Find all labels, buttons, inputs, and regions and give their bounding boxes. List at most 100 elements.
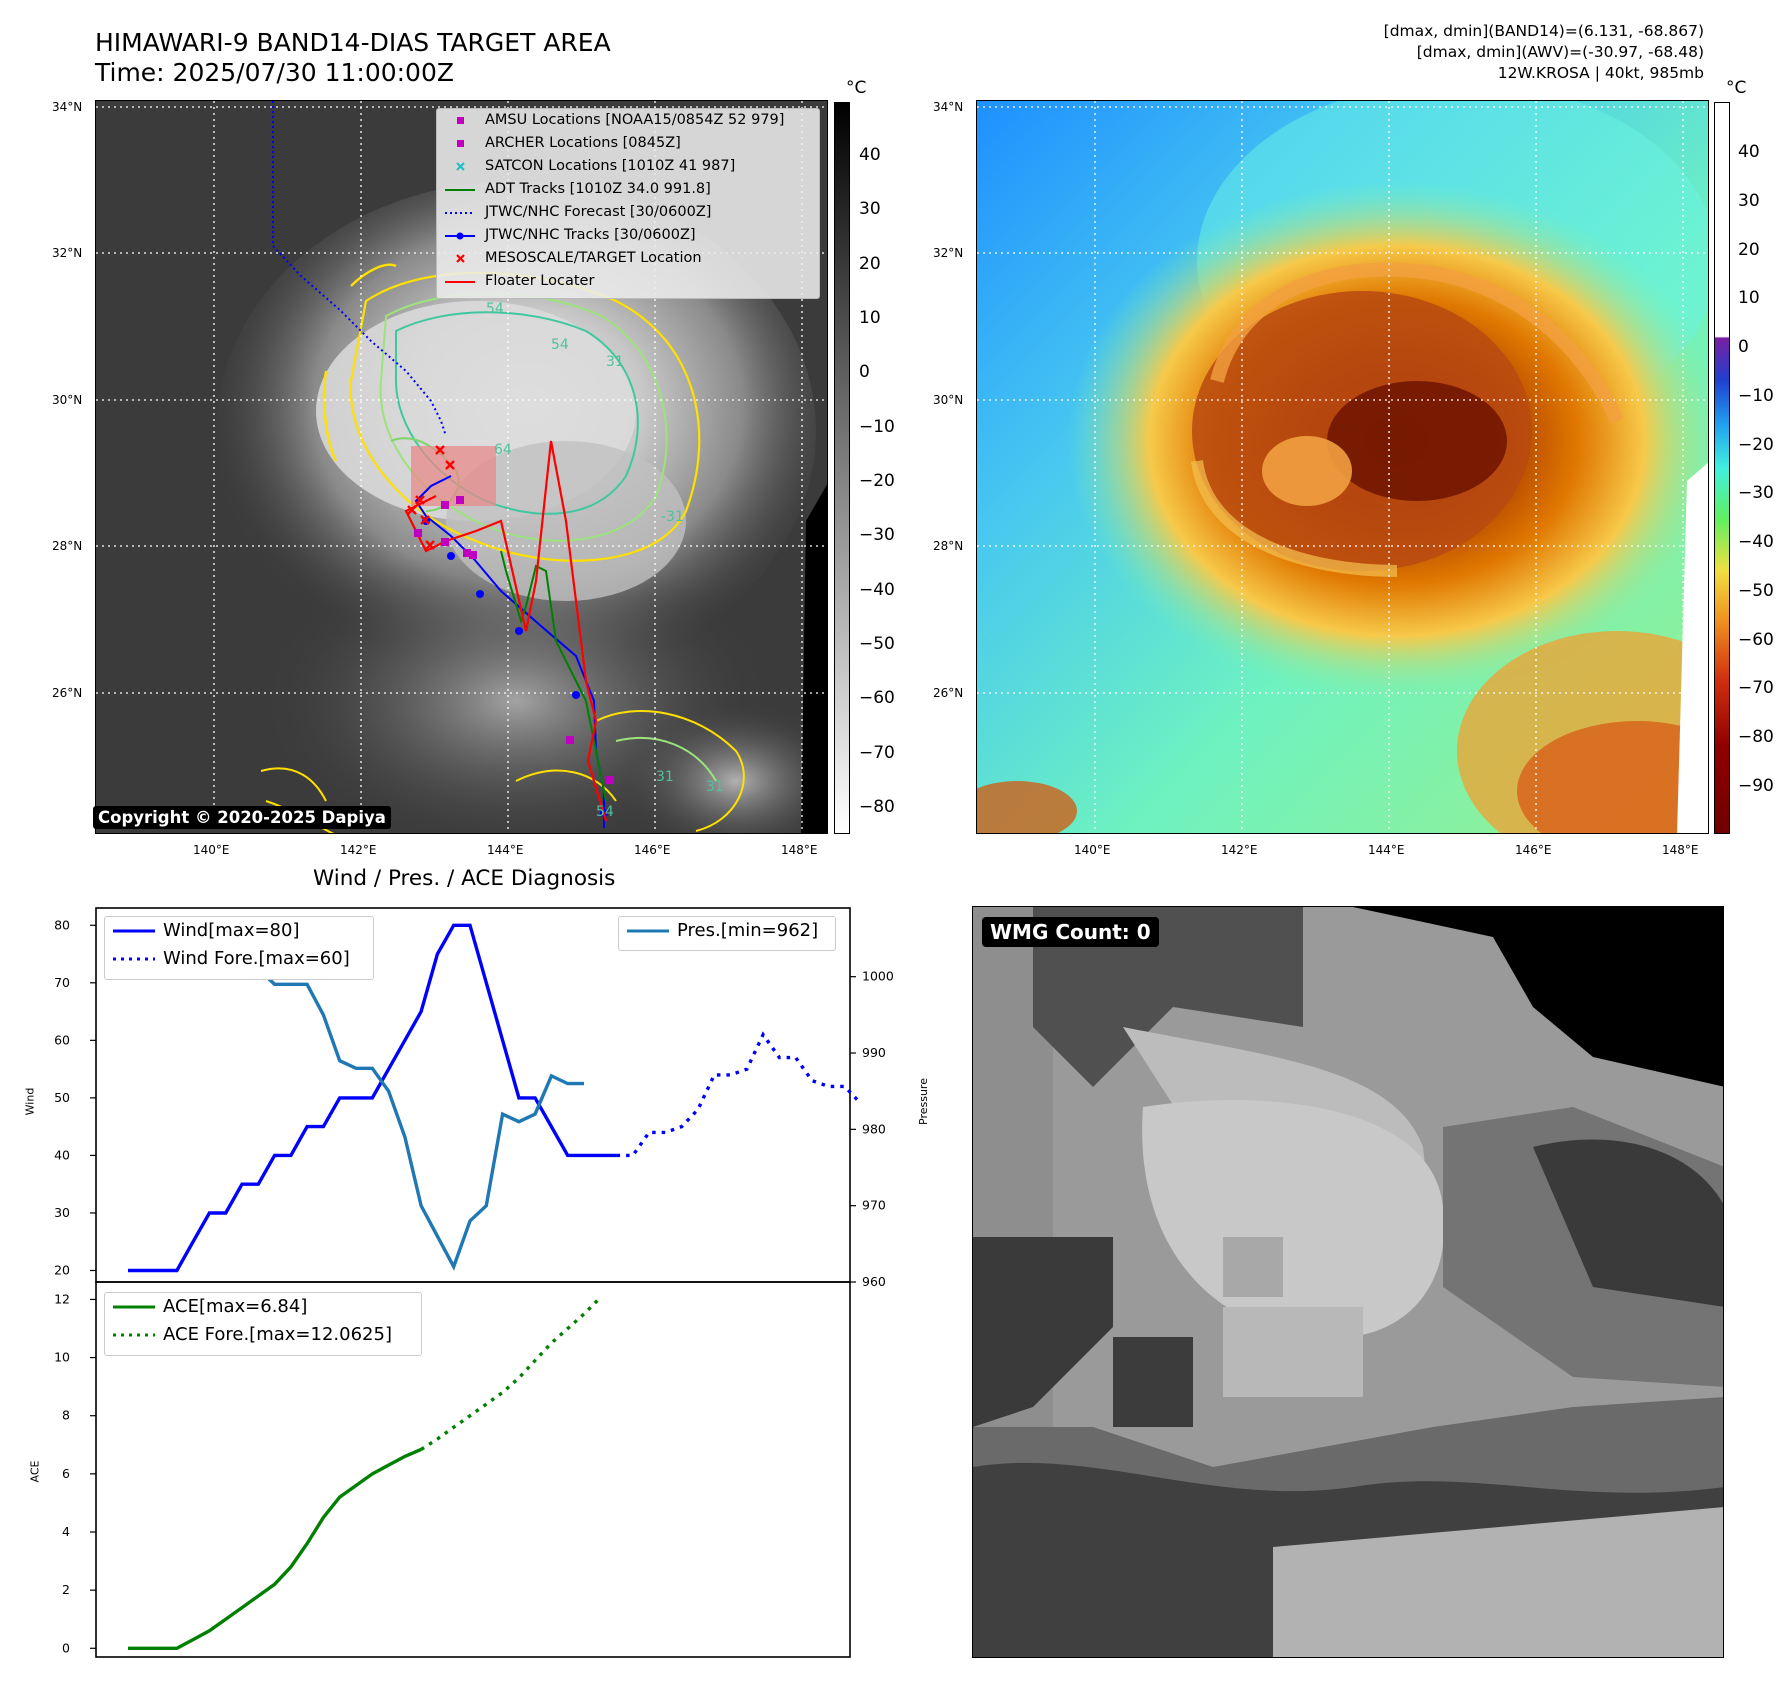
pressure-axis-tick-label: 1000 [862, 969, 894, 984]
figure-time: Time: 2025/07/30 11:00:00Z [95, 58, 454, 87]
legend-label: ACE[max=6.84] [163, 1296, 308, 1317]
ir-map-legend: AMSU Locations [NOAA15/0854Z 52 979] ARC… [436, 108, 820, 299]
wmg-count-badge: WMG Count: 0 [982, 917, 1159, 947]
grayscale-colorbar [834, 102, 850, 834]
colorbar-tick-label: 20 [1738, 239, 1760, 260]
legend-label: Pres.[min=962] [677, 920, 819, 941]
colorbar-tick-label: −10 [859, 416, 895, 437]
legend-jtwc-forecast: JTWC/NHC Forecast [30/0600Z] [437, 201, 819, 224]
legend-label: Wind Fore.[max=60] [163, 948, 350, 969]
pressure-axis-label: Pressure [916, 1078, 930, 1125]
legend-target: MESOSCALE/TARGET Location [437, 247, 819, 270]
colorbar-tick-label: 0 [859, 362, 870, 383]
lat-label: 30°N [933, 393, 964, 407]
lat-label: 34°N [933, 100, 964, 114]
legend-wind-forecast: Wind Fore.[max=60] [105, 945, 373, 973]
legend-ace-forecast: ACE Fore.[max=12.0625] [105, 1321, 421, 1349]
ace-axis-tick-label: 4 [62, 1524, 70, 1539]
colorbar-tick-label: 10 [1738, 288, 1760, 309]
contour-label: 54 [486, 301, 504, 317]
legend-label: Wind[max=80] [163, 920, 300, 941]
legend-jtwc-tracks: JTWC/NHC Tracks [30/0600Z] [437, 224, 819, 247]
wmg-pixel-map [973, 907, 1723, 1657]
colorbar-unit: °C [1726, 78, 1747, 98]
wind-axis-tick-label: 50 [54, 1090, 70, 1105]
legend-label: MESOSCALE/TARGET Location [485, 250, 702, 266]
lon-label: 148°E [781, 843, 818, 857]
ace-axis-tick-label: 8 [62, 1408, 70, 1423]
colorbar-tick-label: 40 [859, 145, 881, 165]
lat-label: 26°N [52, 686, 83, 700]
colorbar-unit: °C [846, 78, 867, 98]
pressure-axis-tick-label: 960 [862, 1274, 886, 1289]
wind-series-group: 20 30 40 50 60 70 80 [54, 917, 863, 1277]
lon-label: 144°E [487, 843, 524, 857]
lon-label: 142°E [340, 843, 377, 857]
colorbar-tick-label: 10 [859, 308, 881, 328]
lon-label: 140°E [193, 843, 230, 857]
ace-series-group: 0 2 4 6 8 10 12 [54, 1291, 602, 1655]
legend-label: SATCON Locations [1010Z 41 987] [485, 158, 736, 174]
wind-forecast-line [616, 1031, 863, 1158]
colorbar-tick-label: −40 [859, 579, 895, 600]
colorbar-tick-label: −50 [1738, 580, 1774, 601]
legend-ace: ACE[max=6.84] [105, 1293, 421, 1321]
wind-axis-tick-label: 30 [54, 1205, 70, 1220]
contour-label: 54 [596, 804, 614, 820]
colorbar-tick-label: −30 [859, 525, 895, 546]
legend-satcon: SATCON Locations [1010Z 41 987] [437, 155, 819, 178]
legend-archer: ARCHER Locations [0845Z] [437, 132, 819, 155]
legend-label: Floater Locater [485, 273, 595, 289]
ace-axis-tick-label: 2 [62, 1582, 70, 1597]
legend-label: ACE Fore.[max=12.0625] [163, 1324, 392, 1345]
ace-axis-label: ACE [28, 1460, 42, 1483]
colorbar-tick-label: 30 [859, 199, 881, 220]
colorbar-tick-label: −60 [859, 688, 895, 709]
legend-label: ARCHER Locations [0845Z] [485, 135, 681, 151]
ace-axis-tick-label: 10 [54, 1350, 70, 1365]
ace-axis-tick-label: 12 [54, 1291, 70, 1306]
legend-adt: ADT Tracks [1010Z 34.0 991.8] [437, 178, 819, 201]
colorbar-tick-label: −70 [859, 742, 895, 763]
lon-label: 146°E [1515, 843, 1552, 857]
copyright-badge: Copyright © 2020-2025 Dapiya [93, 806, 391, 829]
lat-label: 32°N [52, 246, 83, 260]
colorbar-tick-label: −30 [1738, 483, 1774, 504]
contour-label: 31 [706, 779, 724, 795]
colorbar-tick-label: −10 [1738, 385, 1774, 406]
wind-axis-label: Wind [23, 1087, 37, 1116]
lat-label: 32°N [933, 246, 964, 260]
colorbar-tick-label: 0 [1738, 337, 1749, 358]
colorbar-tick-label: −50 [859, 634, 895, 654]
ace-line [128, 1447, 422, 1650]
contour-label: -31 [661, 509, 684, 525]
lat-label: 26°N [933, 686, 964, 700]
lat-label: 34°N [52, 100, 83, 114]
wind-axis-tick-label: 80 [54, 917, 70, 932]
colorbar-tick-label: 20 [859, 253, 881, 274]
lon-label: 146°E [634, 843, 671, 857]
contour-label: 64 [494, 442, 512, 458]
pressure-axis-tick-label: 970 [862, 1198, 886, 1213]
lon-label: 140°E [1074, 843, 1111, 857]
legend-amsu: AMSU Locations [NOAA15/0854Z 52 979] [437, 109, 819, 132]
storm-info: 12W.KROSA | 40kt, 985mb [1497, 64, 1704, 82]
figure-title: HIMAWARI-9 BAND14-DIAS TARGET AREA [95, 28, 611, 57]
legend-pressure: Pres.[min=962] [619, 917, 835, 945]
colorbar-tick-label: −20 [1738, 434, 1774, 455]
ace-forecast-line [420, 1296, 602, 1451]
legend-wind: Wind[max=80] [105, 917, 373, 945]
colorbar-tick-label: −80 [1738, 727, 1774, 748]
wv-map-graphic [977, 101, 1708, 833]
colorbar-tick-label: −60 [1738, 629, 1774, 650]
colorbar-tick-label: −90 [1738, 776, 1774, 796]
wind-line [128, 923, 617, 1273]
wv-map [976, 100, 1709, 834]
pressure-legend: Pres.[min=962] [618, 916, 836, 951]
wind-axis-tick-label: 60 [54, 1032, 70, 1047]
colorbar-tick-label: −80 [859, 797, 895, 817]
legend-label: ADT Tracks [1010Z 34.0 991.8] [485, 181, 711, 197]
awv-colorbar [1714, 102, 1730, 834]
lat-label: 28°N [933, 539, 964, 553]
colorbar-tick-label: −70 [1738, 678, 1774, 699]
